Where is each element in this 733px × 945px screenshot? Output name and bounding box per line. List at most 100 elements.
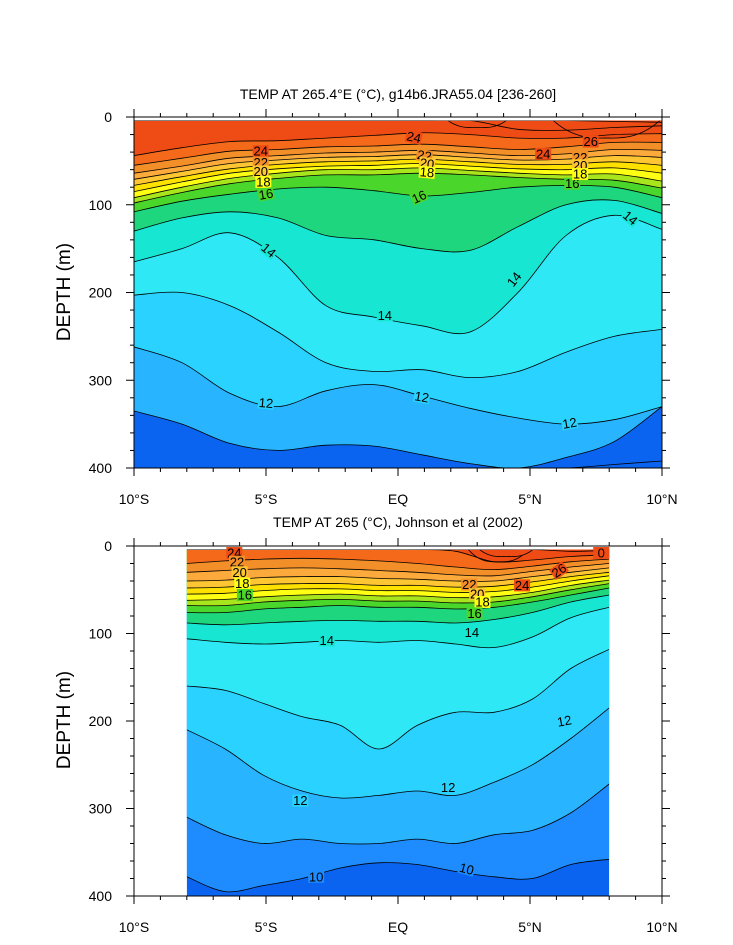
x-tick-label: 5°N [518,491,542,507]
y-tick-label: 0 [104,538,112,554]
contour-label-bg [409,188,429,206]
y-tick-label: 200 [89,713,113,729]
y-tick-label: 400 [89,888,113,904]
contour-band [447,120,507,129]
y-tick-label: 300 [89,801,113,817]
axis-ticks [126,538,670,904]
contour-label-bg [549,560,570,581]
contour-line [134,154,662,180]
contour-line [186,648,610,750]
x-tick-label: 5°S [255,491,278,507]
contour-line [134,167,662,199]
contour-label: 16 [467,606,481,621]
contour-label-bg [440,781,457,794]
contour-label-bg [535,147,552,160]
y-tick-label: 300 [89,372,113,388]
contour-line [186,563,610,577]
contour-label-bg [292,794,309,807]
contour-label-bg [564,177,581,190]
contour-label-bg [318,634,335,647]
y-tick-label: 100 [89,197,113,213]
contour-line [186,707,610,799]
contour-label-bg [234,577,251,590]
contour-label: 24 [515,578,529,593]
contour-line [134,148,662,174]
contour-label: 22 [230,554,244,569]
x-tick-label: 10°N [646,919,677,935]
x-tick-label: 10°N [646,491,677,507]
contour-label-bg [418,165,436,179]
contour-label-bg [560,415,579,431]
x-tick-label: 10°S [119,491,150,507]
contour-label-bg [412,389,431,405]
chart-title: TEMP AT 265.4°E (°C), g14b6.JRA55.04 [23… [240,86,556,102]
contour-line [186,858,610,893]
contour-label: 24 [253,144,267,159]
contour-label-bg [255,175,272,188]
contour-line [134,291,662,379]
contour-line [186,594,610,626]
contour-label-bg [252,145,269,158]
contour-label: 12 [441,780,455,795]
contour-label: 14 [319,633,333,648]
y-tick-label: 400 [89,460,113,476]
contour-line [186,549,610,552]
contour-line [186,549,610,563]
contour-line [134,120,662,131]
contour-label: 26 [549,560,569,581]
contour-label-bg [474,596,491,608]
contour-label-bg [466,607,483,620]
contour-label-bg [555,713,574,729]
contour-label-bg [376,309,393,322]
contour-label: 12 [258,395,274,411]
contour-label-bg [463,626,480,639]
contour-label: 12 [293,793,307,808]
contour-label: 16 [258,186,275,203]
contour-label-bg [258,240,279,261]
contour-label: 12 [413,388,430,405]
contour-line [134,214,662,335]
contour-line [134,163,662,192]
y-tick-label: 100 [89,626,113,642]
y-axis-label: DEPTH (m) [54,243,75,341]
contour-label: 24 [405,128,422,146]
x-tick-label: 5°N [518,919,542,935]
panel-model: TEMP AT 265.4°E (°C), g14b6.JRA55.04 [23… [54,86,678,507]
contour-label-bg [231,566,248,579]
contour-line [134,120,662,123]
panel-observations: TEMP AT 265 (°C), Johnson et al (2002) 2… [54,514,678,935]
contour-line [186,606,610,649]
contour-label-bg [308,870,325,883]
x-tick-label: 10°S [119,919,150,935]
contour-label: 12 [561,415,578,432]
contour-label: 12 [556,712,573,729]
axis-ticks [126,109,670,476]
contour-line [134,199,662,253]
contour-label: 20 [253,164,267,179]
contour-line [134,132,662,156]
contour-label: 16 [409,187,428,207]
contour-label: 0 [598,546,605,561]
contour-lines [186,549,610,893]
contour-line [186,583,610,607]
contour-label-bg [572,168,589,181]
contour-line [186,557,610,571]
x-tick-label: EQ [388,491,408,507]
contour-line [186,567,610,582]
contour-label-bg [257,186,275,202]
contour-label: 24 [536,146,550,161]
contour-label: 14 [465,625,479,640]
contour-label-bg [461,578,478,591]
contour-label-bg [228,555,245,568]
contour-label-bg [620,208,641,228]
contour-label-bg [593,547,610,559]
y-axis-label: DEPTH (m) [54,671,75,769]
contour-label-bg [514,579,531,592]
contour-line [134,141,662,166]
contour-label: 26 [583,134,597,149]
